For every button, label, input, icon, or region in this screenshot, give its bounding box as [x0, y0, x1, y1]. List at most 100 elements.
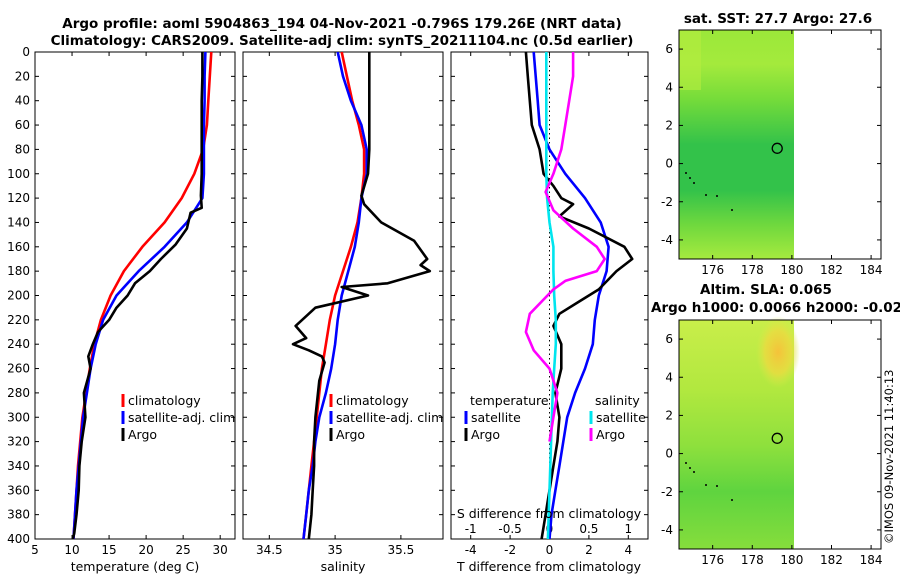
legend-t-argo-label: Argo	[471, 427, 500, 442]
temperature-legend: climatology satellite-adj. clim Argo	[121, 393, 235, 442]
temperature-series	[71, 52, 213, 539]
salinity-x-axis: 34.5 35 35.5	[256, 52, 414, 557]
s-difference-tick-label: 1	[624, 522, 632, 536]
depth-tick-label: 80	[15, 142, 30, 156]
coastline-islands	[685, 462, 733, 501]
x-tick-label: -4	[465, 543, 477, 557]
lat-tick-label: 4	[665, 80, 673, 94]
x-tick-label: 34.5	[256, 543, 283, 557]
coastline-islands	[685, 172, 733, 211]
lon-tick-label: 180	[780, 263, 803, 277]
depth-tick-label: 20	[15, 69, 30, 83]
lat-tick-label: 2	[665, 408, 673, 422]
sst-axes	[678, 29, 882, 260]
depth-tick-label: 380	[7, 508, 30, 522]
argo-location-marker	[771, 432, 783, 444]
lat-tick-label: 6	[665, 332, 673, 346]
lat-tick-label: 2	[665, 118, 673, 132]
depth-tick-label: 340	[7, 459, 30, 473]
lon-tick-label: 184	[860, 263, 883, 277]
x-tick-label: 30	[213, 543, 228, 557]
legend-s-argo-label: Argo	[596, 427, 625, 442]
series-line-climatology	[72, 52, 213, 539]
legend-argo-label: Argo	[128, 427, 157, 442]
t-difference-x-axis: -4 -2 0 2 4	[465, 52, 632, 557]
series-line-s-argo	[524, 52, 607, 442]
sla-high-anomaly	[756, 316, 800, 388]
imos-timestamp: ©IMOS 09-Nov-2021 11:40:13	[882, 370, 896, 544]
sla-axes	[678, 319, 882, 550]
depth-tick-label: 160	[7, 240, 30, 254]
legend-temperature-heading: temperature	[470, 393, 549, 408]
lat-tick-label: 6	[665, 42, 673, 56]
x-tick-label: -2	[504, 543, 516, 557]
salinity-series	[291, 52, 432, 539]
x-tick-label: 20	[138, 543, 153, 557]
lat-tick-label: -2	[661, 195, 673, 209]
legend-argo-label: Argo	[336, 427, 365, 442]
argo-location-marker	[771, 142, 783, 154]
sst-map-axes-ticks: 176 178 180 182 184 6 4 2 0 -2 -4	[661, 30, 883, 277]
sla-map-title: Altim. SLA: 0.065	[700, 282, 832, 298]
sst-map-title: sat. SST: 27.7 Argo: 27.6	[684, 11, 872, 27]
s-difference-tick-label: 0.5	[579, 522, 598, 536]
series-line-argo	[71, 52, 204, 539]
series-line-s-satellite	[544, 52, 558, 539]
legend-satellite-label: satellite-adj. clim	[128, 410, 235, 425]
lat-tick-label: -4	[661, 523, 673, 537]
lat-tick-label: 0	[665, 157, 673, 171]
salinity-legend: climatology satellite-adj. clim Argo	[329, 393, 443, 442]
x-tick-label: 10	[64, 543, 79, 557]
s-difference-tick-label: -1	[465, 522, 477, 536]
depth-axis: 0 20 40 60 80 100 120 140 160 180 200 220 240 260 280 3…	[7, 45, 648, 546]
x-tick-label: 25	[176, 543, 191, 557]
title-line-2: Climatology: CARS2009. Satellite-adj cli…	[51, 33, 634, 49]
lon-tick-label: 176	[701, 553, 724, 567]
lon-tick-label: 180	[780, 553, 803, 567]
series-line-t-satellite	[532, 52, 610, 539]
x-tick-label: 35	[327, 543, 342, 557]
sla-map-axes-ticks: 176 178 180 182 184 6 4 2 0 -2 -4	[661, 320, 883, 567]
depth-tick-label: 400	[7, 532, 30, 546]
series-line-satellite-adj-clim	[72, 52, 207, 539]
t-difference-xlabel: T difference from climatology	[456, 559, 642, 574]
x-tick-label: 0	[546, 543, 554, 557]
depth-tick-label: 120	[7, 191, 30, 205]
sla-map	[678, 316, 882, 550]
lon-tick-label: 182	[820, 263, 843, 277]
legend-s-satellite-label: satellite	[596, 410, 646, 425]
lon-tick-label: 178	[741, 553, 764, 567]
sst-map	[678, 29, 882, 260]
depth-tick-label: 360	[7, 483, 30, 497]
difference-legend: temperature satellite Argo salinity sate…	[464, 393, 646, 442]
temperature-x-axis: 5 10 15 20 25 30	[31, 52, 228, 557]
salinity-xlabel: salinity	[321, 559, 366, 574]
lon-tick-label: 176	[701, 263, 724, 277]
temperature-xlabel: temperature (deg C)	[71, 559, 200, 574]
depth-tick-label: 240	[7, 337, 30, 351]
depth-tick-label: 0	[22, 45, 30, 59]
lat-tick-label: 0	[665, 447, 673, 461]
depth-tick-label: 100	[7, 167, 30, 181]
title-line-1: Argo profile: aoml 5904863_194 04-Nov-20…	[62, 16, 621, 32]
legend-climatology-label: climatology	[128, 393, 201, 408]
lat-tick-label: 4	[665, 370, 673, 384]
depth-tick-label: 140	[7, 215, 30, 229]
lon-tick-label: 178	[741, 263, 764, 277]
depth-tick-label: 40	[15, 94, 30, 108]
legend-satellite-label: satellite-adj. clim	[336, 410, 443, 425]
legend-climatology-label: climatology	[336, 393, 409, 408]
s-difference-tick-label: -0.5	[498, 522, 521, 536]
sla-map-subtitle: Argo h1000: 0.0066 h2000: -0.022	[651, 300, 900, 316]
depth-tick-label: 180	[7, 264, 30, 278]
s-difference-top-label: S difference from climatology	[457, 506, 642, 521]
legend-t-satellite-label: satellite	[471, 410, 521, 425]
legend-salinity-heading: salinity	[595, 393, 640, 408]
series-line-argo	[291, 52, 432, 539]
depth-tick-label: 320	[7, 435, 30, 449]
depth-tick-label: 300	[7, 410, 30, 424]
lon-tick-label: 184	[860, 553, 883, 567]
x-tick-label: 5	[31, 543, 39, 557]
lon-tick-label: 182	[820, 553, 843, 567]
